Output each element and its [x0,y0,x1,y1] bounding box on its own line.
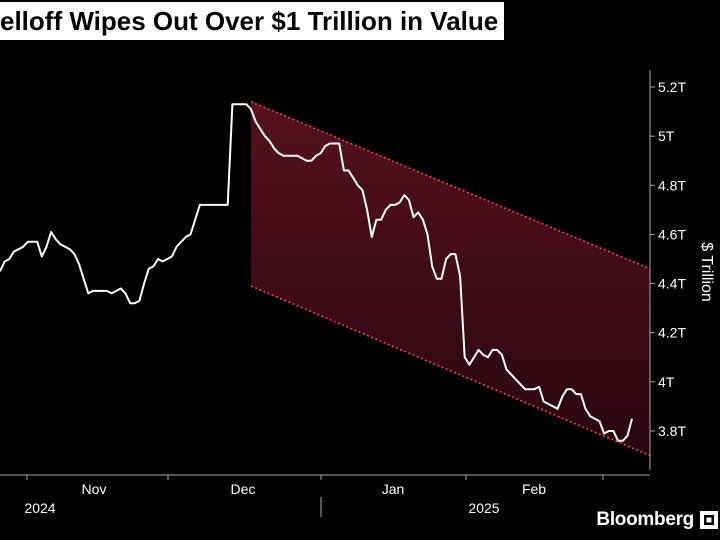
y-tick-label: 3.8T [658,423,686,439]
series-line [0,103,633,442]
y-tick-label: 5T [658,128,675,144]
y-tick-label: 5.2T [658,79,686,95]
y-tick-label: 4.6T [658,226,686,242]
channel-fill [251,101,650,456]
price-series [0,103,633,442]
channel-lower-line [250,285,651,457]
chart-axes: 5.2T 5T 4.8T 4.6T 4.4T 4.2T 4T 3.8T $ Trillion No… [0,70,715,517]
chart-headline: elloff Wipes Out Over $1 Trillion in Val… [0,0,640,44]
x-year-label: 2025 [468,500,499,516]
x-month-label: Jan [382,481,405,497]
x-year-label: 2024 [24,500,55,516]
y-tick-label: 4T [658,374,675,390]
bloomberg-logo-icon [700,511,718,529]
y-axis-label: $ Trillion [698,242,715,302]
y-tick-label: 4.4T [658,276,686,292]
chart-title: elloff Wipes Out Over $1 Trillion in Val… [0,2,505,40]
bloomberg-logo-text: Bloomberg [596,509,694,530]
source-credit: Bloomberg [596,506,720,534]
y-tick-label: 4.2T [658,325,686,341]
x-month-label: Feb [522,481,546,497]
channel-upper-line [250,101,651,270]
x-month-label: Nov [82,481,107,497]
y-tick-label: 4.8T [658,177,686,193]
trend-channel [250,101,651,457]
x-month-label: Dec [231,481,256,497]
